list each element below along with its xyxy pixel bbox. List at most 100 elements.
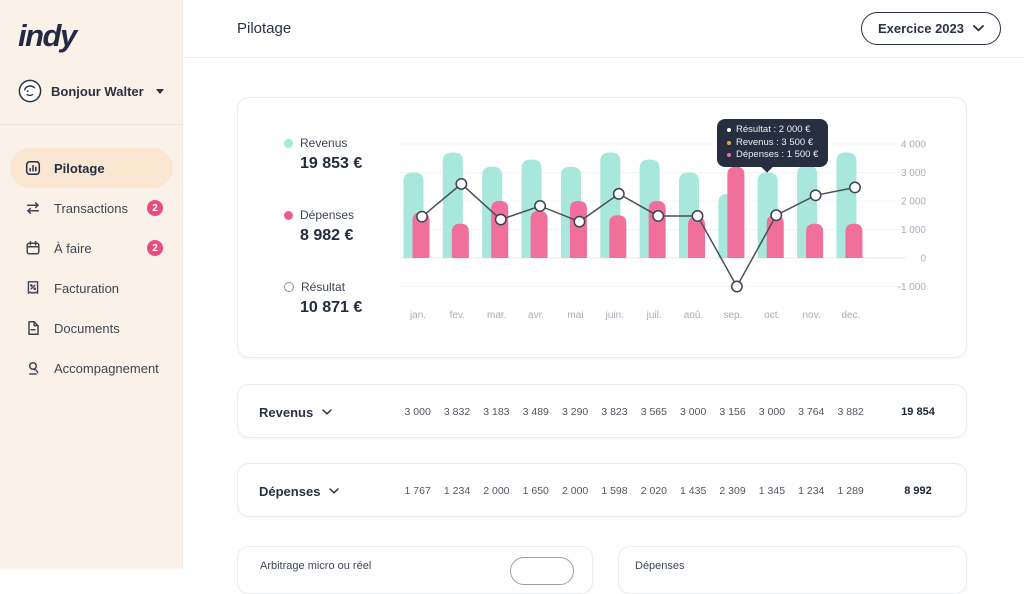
depenses-bar[interactable] <box>530 210 548 258</box>
depenses-monthly-values: 1 767 1 234 2 000 1 650 2 000 1 598 2 020 1 435… <box>398 464 870 518</box>
monthly-value: 3 000 <box>680 406 707 418</box>
monthly-value: 1 345 <box>758 485 786 497</box>
arbitrage-toggle-button[interactable] <box>510 557 574 585</box>
sidebar-item-label: Facturation <box>54 280 120 296</box>
resultat-marker-icon <box>284 282 294 292</box>
monthly-value: 1 234 <box>798 485 825 497</box>
resultat-point[interactable] <box>416 210 428 223</box>
monthly-value: 1 650 <box>522 485 549 497</box>
monthly-value: 3 156 <box>719 406 746 418</box>
monthly-value: 3 832 <box>443 406 471 418</box>
sidebar-item-label: Transactions <box>54 200 128 216</box>
resultat-point[interactable] <box>494 213 507 226</box>
legend-value: 10 871 € <box>300 299 363 316</box>
arbitrage-card: Arbitrage micro ou réel <box>237 546 593 594</box>
resultat-point[interactable] <box>849 181 861 194</box>
notification-badge: 2 <box>147 240 163 256</box>
sidebar-item-transactions[interactable]: Transactions 2 <box>10 188 173 228</box>
legend-revenus: Revenus 19 853 € <box>284 136 362 173</box>
depenses-bar[interactable] <box>806 223 824 258</box>
sidebar-item-facturation[interactable]: Facturation <box>10 268 173 308</box>
tooltip-bullet-icon <box>727 128 731 133</box>
x-axis-label: mar. <box>487 310 506 321</box>
depenses-bar[interactable] <box>491 201 509 258</box>
y-axis-label: 3 000 <box>901 168 926 179</box>
avatar <box>18 79 42 103</box>
revenus-monthly-values: 3 000 3 832 3 183 3 489 3 290 3 823 3 565 3 000… <box>398 385 870 439</box>
revenus-row-toggle[interactable]: Revenus <box>259 385 332 439</box>
y-axis-label: 4 000 <box>901 140 926 151</box>
exercice-selector[interactable]: Exercice 2023 <box>860 12 1001 45</box>
tooltip-text: Résultat : 2 000 € <box>736 124 811 135</box>
resultat-line <box>421 182 856 289</box>
depenses-bar[interactable] <box>412 212 430 258</box>
monthly-value: 1 598 <box>601 485 628 497</box>
x-axis-label: juin. <box>605 310 624 321</box>
resultat-point[interactable] <box>652 210 665 222</box>
tooltip-text: Revenus : 3 500 € <box>736 136 814 148</box>
chart-tooltip: Résultat : 2 000 € Revenus : 3 500 € Dépen… <box>717 119 829 167</box>
resultat-point[interactable] <box>612 187 625 200</box>
monthly-value: 3 565 <box>640 406 667 418</box>
x-axis-label: mai <box>567 310 583 321</box>
depenses-bar[interactable] <box>648 201 666 258</box>
depenses-bar[interactable] <box>569 201 587 258</box>
depenses-bar[interactable] <box>727 166 745 258</box>
depenses-bar[interactable] <box>688 216 706 258</box>
page-title: Pilotage <box>237 20 292 37</box>
monthly-value: 2 020 <box>640 485 667 497</box>
greeting-label: Bonjour Walter <box>51 83 144 99</box>
monthly-value: 3 764 <box>798 406 825 418</box>
sidebar-item-label: Accompagnement <box>54 360 159 376</box>
depenses-row-toggle[interactable]: Dépenses <box>259 464 340 518</box>
legend-label: Revenus <box>300 136 348 150</box>
support-icon <box>25 360 41 376</box>
user-menu[interactable]: Bonjour Walter <box>18 79 164 103</box>
sidebar-nav: Pilotage Transactions 2 À faire 2 Facturation… <box>10 148 173 388</box>
sidebar-item-pilotage[interactable]: Pilotage <box>10 148 173 188</box>
monthly-value: 3 823 <box>601 406 628 418</box>
page-header: Pilotage Exercice 2023 <box>183 0 1024 58</box>
depenses-bar[interactable] <box>451 223 469 258</box>
y-axis-label: 0 <box>920 254 926 265</box>
tooltip-text: Dépenses : 1 500 € <box>736 149 819 160</box>
chart-card: Revenus 19 853 € Dépenses 8 982 € Résultat 10… <box>237 97 967 358</box>
exercice-label: Exercice 2023 <box>877 21 964 36</box>
x-axis-label: avr. <box>528 310 544 321</box>
x-axis-label: oct. <box>764 310 780 321</box>
monthly-value: 3 000 <box>758 406 786 418</box>
depenses-bar[interactable] <box>609 215 627 258</box>
legend-label: Dépenses <box>300 208 355 222</box>
chevron-down-icon <box>329 488 340 494</box>
legend-value: 8 982 € <box>300 227 354 244</box>
x-axis-label: nov. <box>803 310 821 321</box>
monthly-value: 3 882 <box>837 406 864 418</box>
main-content: Pilotage Exercice 2023 Revenus 19 853 € Dé… <box>183 0 1024 594</box>
sidebar-item-accompagnement[interactable]: Accompagnement <box>10 348 173 388</box>
depenses-bar[interactable] <box>845 223 863 258</box>
sidebar-item-label: Pilotage <box>54 160 105 176</box>
bar-chart-icon <box>25 160 41 176</box>
x-axis-label: juil. <box>646 310 662 321</box>
depenses-bar[interactable] <box>766 215 784 258</box>
resultat-point[interactable] <box>455 177 468 190</box>
depenses-card-title: Dépenses <box>635 560 685 572</box>
sidebar-item-label: Documents <box>54 320 120 336</box>
resultat-point[interactable] <box>691 210 704 222</box>
chevron-down-icon <box>322 409 332 415</box>
resultat-point[interactable] <box>730 280 743 293</box>
resultat-point[interactable] <box>534 200 547 212</box>
sidebar-item-a-faire[interactable]: À faire 2 <box>10 228 173 268</box>
depenses-total: 8 992 <box>904 485 932 497</box>
resultat-point[interactable] <box>809 189 822 202</box>
monthly-value: 1 289 <box>837 485 864 497</box>
monthly-value: 1 767 <box>404 485 431 497</box>
monthly-value: 2 000 <box>561 485 589 497</box>
resultat-point[interactable] <box>573 215 586 228</box>
legend-resultat: Résultat 10 871 € <box>284 280 362 317</box>
tooltip-bullet-icon <box>727 140 731 145</box>
sidebar-item-documents[interactable]: Documents <box>10 308 173 348</box>
document-icon <box>25 320 41 336</box>
resultat-point[interactable] <box>770 209 783 222</box>
depenses-marker-icon <box>284 210 293 220</box>
